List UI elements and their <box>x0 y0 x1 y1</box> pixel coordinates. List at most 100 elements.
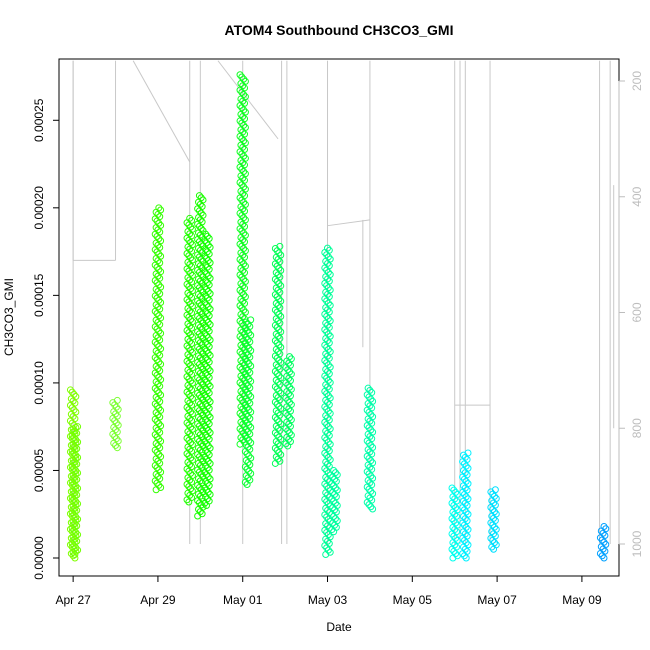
data-point <box>68 509 76 517</box>
data-point <box>183 357 191 365</box>
data-point <box>201 453 209 461</box>
data-point <box>153 340 161 348</box>
data-point <box>151 338 159 346</box>
point-cluster <box>596 522 610 562</box>
data-point <box>237 249 245 257</box>
x-tick-label: May 07 <box>477 593 517 607</box>
data-point <box>460 497 468 505</box>
data-point <box>183 373 191 381</box>
data-point <box>66 541 74 549</box>
data-point <box>365 424 373 432</box>
data-point <box>460 536 468 544</box>
data-point <box>183 280 191 288</box>
point-cluster <box>459 449 472 562</box>
data-point <box>460 512 468 520</box>
data-point <box>243 404 251 412</box>
data-point <box>69 533 77 541</box>
data-point <box>185 452 193 460</box>
data-point <box>328 495 336 503</box>
data-point <box>241 478 249 486</box>
point-cluster <box>282 353 295 450</box>
data-point <box>243 342 251 350</box>
data-point <box>185 498 193 506</box>
data-point <box>237 203 245 211</box>
data-point <box>66 479 74 487</box>
data-point <box>242 395 250 403</box>
data-point <box>153 448 161 456</box>
data-point <box>194 451 202 459</box>
data-point <box>243 358 251 366</box>
data-point <box>450 532 458 540</box>
data-point <box>321 542 329 550</box>
data-point <box>271 337 279 345</box>
altitude-line <box>217 60 279 140</box>
data-point <box>323 467 331 475</box>
data-point <box>322 365 330 373</box>
data-point <box>271 398 279 406</box>
data-point <box>284 381 292 389</box>
data-point <box>363 483 371 491</box>
data-point <box>600 554 608 562</box>
data-point <box>460 528 468 536</box>
data-point <box>68 524 76 532</box>
data-point <box>330 512 338 520</box>
data-point <box>71 550 79 558</box>
data-point <box>237 187 245 195</box>
data-point <box>195 345 203 353</box>
data-point <box>151 246 159 254</box>
data-point <box>195 499 203 507</box>
data-point <box>152 347 160 355</box>
data-point <box>152 254 160 262</box>
data-point <box>323 544 331 552</box>
x-tick-label: Apr 29 <box>140 593 176 607</box>
data-point <box>69 456 77 464</box>
data-point <box>322 350 330 358</box>
data-point <box>112 441 120 449</box>
data-point <box>488 543 496 551</box>
data-point <box>236 302 244 310</box>
data-point <box>237 264 245 272</box>
data-point <box>153 248 161 256</box>
data-point <box>195 299 203 307</box>
data-point <box>183 403 191 411</box>
data-point <box>448 515 456 523</box>
data-point <box>194 251 202 259</box>
data-point <box>185 436 193 444</box>
data-point <box>365 470 373 478</box>
data-point <box>322 473 330 481</box>
data-point <box>487 534 495 542</box>
data-point <box>242 426 250 434</box>
data-point <box>195 422 203 430</box>
data-point <box>330 528 338 536</box>
data-point <box>238 119 246 127</box>
data-point <box>194 435 202 443</box>
data-point <box>185 329 193 337</box>
data-point <box>184 366 192 374</box>
data-point <box>185 298 193 306</box>
data-point <box>459 534 467 542</box>
data-point <box>273 370 281 378</box>
data-point <box>238 242 246 250</box>
data-point <box>153 402 161 410</box>
data-point <box>321 310 329 318</box>
data-point <box>183 250 191 258</box>
data-point <box>185 221 193 229</box>
data-point <box>487 519 495 527</box>
data-point <box>202 409 210 417</box>
data-point <box>243 480 251 488</box>
data-point <box>271 352 279 360</box>
data-point <box>185 375 193 383</box>
data-point <box>70 449 78 457</box>
data-point <box>202 385 210 393</box>
data-point <box>238 181 246 189</box>
data-point <box>194 235 202 243</box>
data-point <box>449 554 457 562</box>
data-point <box>151 461 159 469</box>
data-point <box>151 276 159 284</box>
data-point <box>598 552 606 560</box>
data-point <box>201 468 209 476</box>
data-point <box>271 321 279 329</box>
data-point <box>70 465 78 473</box>
data-point <box>202 424 210 432</box>
data-point <box>195 459 203 467</box>
